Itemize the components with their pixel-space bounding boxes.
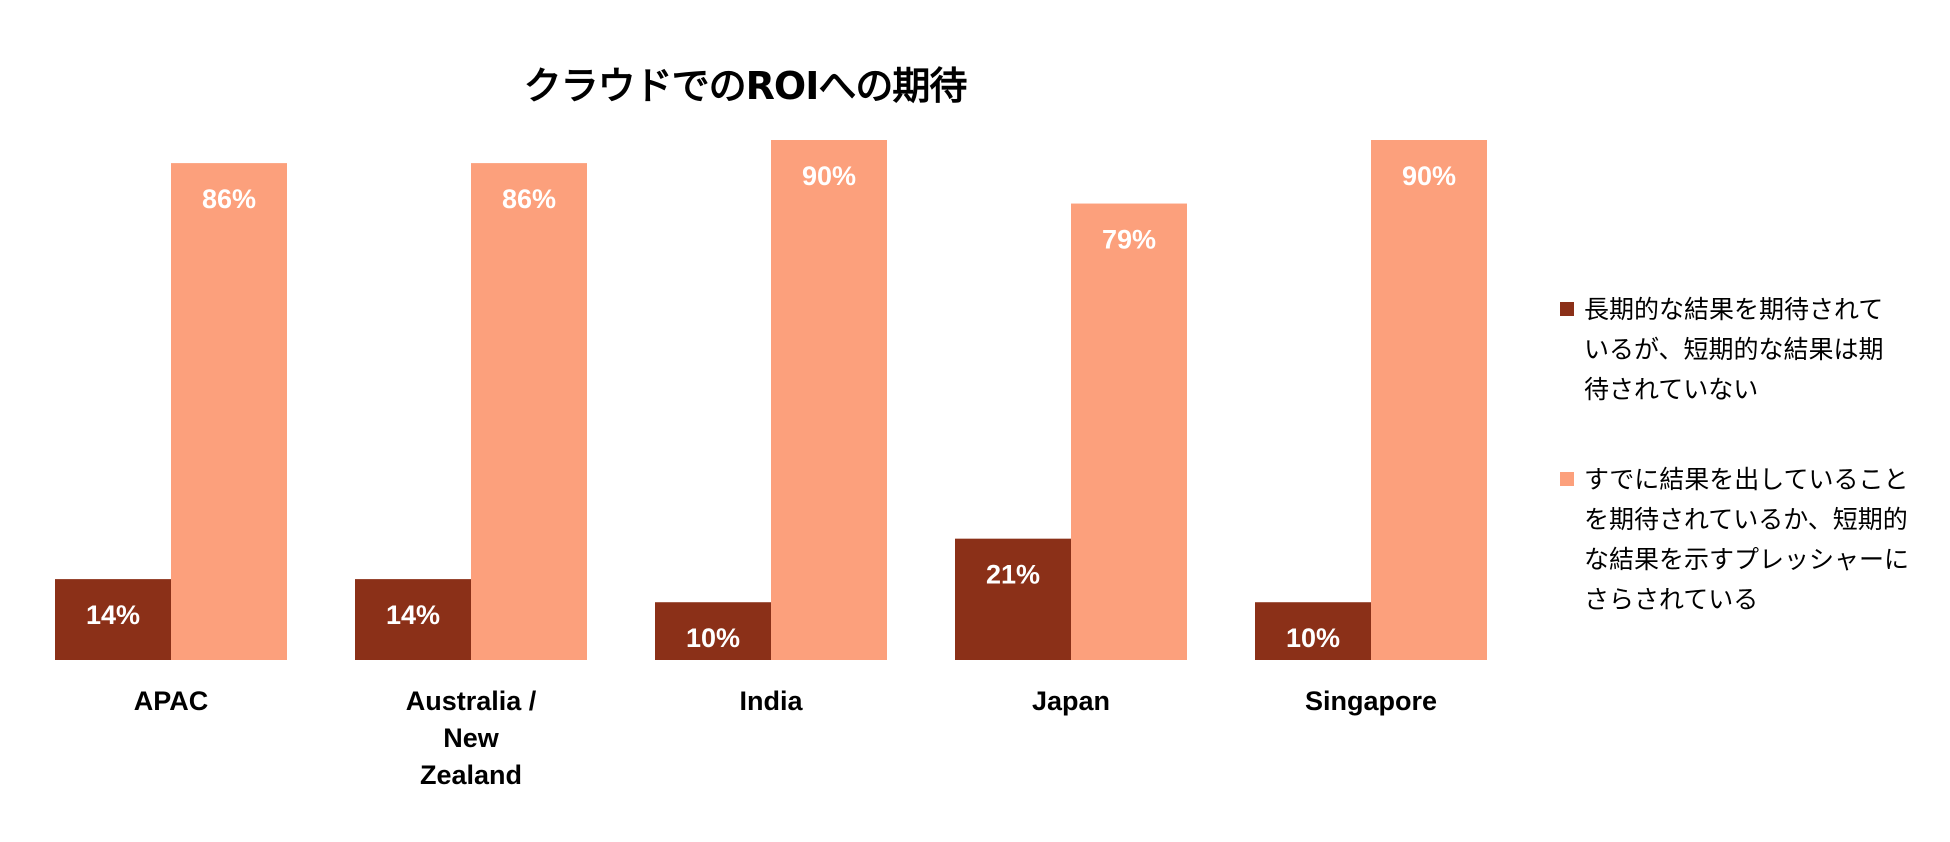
bar-long-term — [1255, 602, 1371, 660]
legend-line: 長期的な結果を期待されて — [1584, 295, 1884, 324]
legend-line: を期待されているか、短期的 — [1584, 505, 1908, 534]
category-label: India — [739, 686, 803, 716]
data-label: 86% — [202, 184, 256, 214]
bar-chart: 14% 86% APAC 14% 86% Australia / New Zealand 10%… — [55, 140, 1487, 790]
data-label: 21% — [986, 560, 1040, 590]
data-label: 10% — [1286, 623, 1340, 653]
data-label: 90% — [1402, 161, 1456, 191]
bar-long-term — [55, 579, 171, 660]
category-label: Japan — [1032, 686, 1110, 716]
legend-item-short-term: すでに結果を出していること を期待されているか、短期的 な結果を示すプレッシャー… — [1560, 460, 1930, 620]
legend-line: いるが、短期的な結果は期 — [1584, 335, 1884, 364]
legend-line: すでに結果を出していること — [1584, 465, 1909, 494]
data-label: 14% — [386, 600, 440, 630]
category-label: Australia / — [406, 686, 537, 716]
data-label: 79% — [1102, 225, 1156, 255]
bar-long-term — [655, 602, 771, 660]
bar-short-term — [171, 163, 287, 660]
legend-label-long-term: 長期的な結果を期待されて いるが、短期的な結果は期 待されていない — [1584, 290, 1930, 410]
legend-item-long-term: 長期的な結果を期待されて いるが、短期的な結果は期 待されていない — [1560, 290, 1930, 410]
category-label: New — [443, 723, 500, 753]
data-label: 90% — [802, 161, 856, 191]
bar-short-term — [471, 163, 587, 660]
data-label: 86% — [502, 184, 556, 214]
data-label: 14% — [86, 600, 140, 630]
category-label: APAC — [134, 686, 209, 716]
legend-swatch-short-term — [1560, 472, 1574, 486]
data-label: 10% — [686, 623, 740, 653]
category-label: Zealand — [420, 760, 522, 790]
bar-short-term — [1071, 203, 1187, 661]
bar-long-term — [955, 538, 1071, 660]
bar-short-term — [771, 140, 887, 660]
legend: 長期的な結果を期待されて いるが、短期的な結果は期 待されていない すでに結果を… — [1560, 290, 1930, 620]
legend-label-short-term: すでに結果を出していること を期待されているか、短期的 な結果を示すプレッシャー… — [1584, 460, 1930, 620]
legend-line: 待されていない — [1584, 375, 1759, 404]
legend-swatch-long-term — [1560, 302, 1574, 316]
legend-line: な結果を示すプレッシャーに — [1584, 545, 1910, 574]
bar-long-term — [355, 579, 471, 660]
category-label: Singapore — [1305, 686, 1437, 716]
bar-short-term — [1371, 140, 1487, 660]
chart-title: クラウドでのROIへの期待 — [523, 64, 968, 108]
legend-line: さらされている — [1584, 585, 1759, 614]
